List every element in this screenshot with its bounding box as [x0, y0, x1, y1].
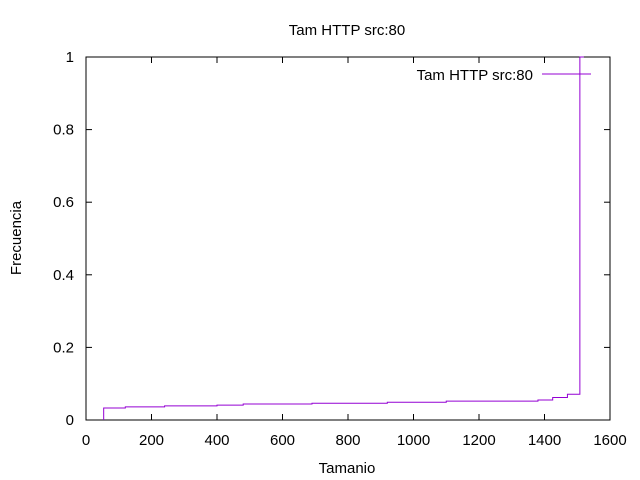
x-tick-label: 200	[139, 432, 164, 449]
y-axis-label: Frecuencia	[8, 200, 25, 275]
series-line	[103, 56, 584, 420]
x-tick-label: 400	[204, 432, 229, 449]
x-tick-label: 1400	[528, 432, 561, 449]
x-tick-label: 0	[82, 432, 90, 449]
legend-label: Tam HTTP src:80	[417, 67, 533, 84]
y-axis: 0 0.2 0.4 0.6 0.8 1	[53, 49, 610, 429]
series-layer	[103, 56, 584, 420]
y-tick-label: 0.8	[53, 122, 74, 139]
x-tick-label: 1000	[397, 432, 430, 449]
x-axis: 0 200 400 600 800 1000 1200 1400 1600	[82, 57, 627, 449]
x-tick-label: 1200	[462, 432, 495, 449]
x-axis-label: Tamanio	[319, 460, 376, 477]
x-tick-label: 800	[335, 432, 360, 449]
x-tick-label: 1600	[593, 432, 626, 449]
x-tick-label: 600	[270, 432, 295, 449]
plot-area-border	[85, 56, 611, 421]
y-tick-label: 0	[66, 412, 74, 429]
legend: Tam HTTP src:80	[417, 67, 591, 84]
y-tick-label: 0.6	[53, 194, 74, 211]
y-tick-label: 1	[66, 49, 74, 66]
y-tick-label: 0.4	[53, 267, 74, 284]
chart-title: Tam HTTP src:80	[289, 22, 405, 39]
y-tick-label: 0.2	[53, 339, 74, 356]
